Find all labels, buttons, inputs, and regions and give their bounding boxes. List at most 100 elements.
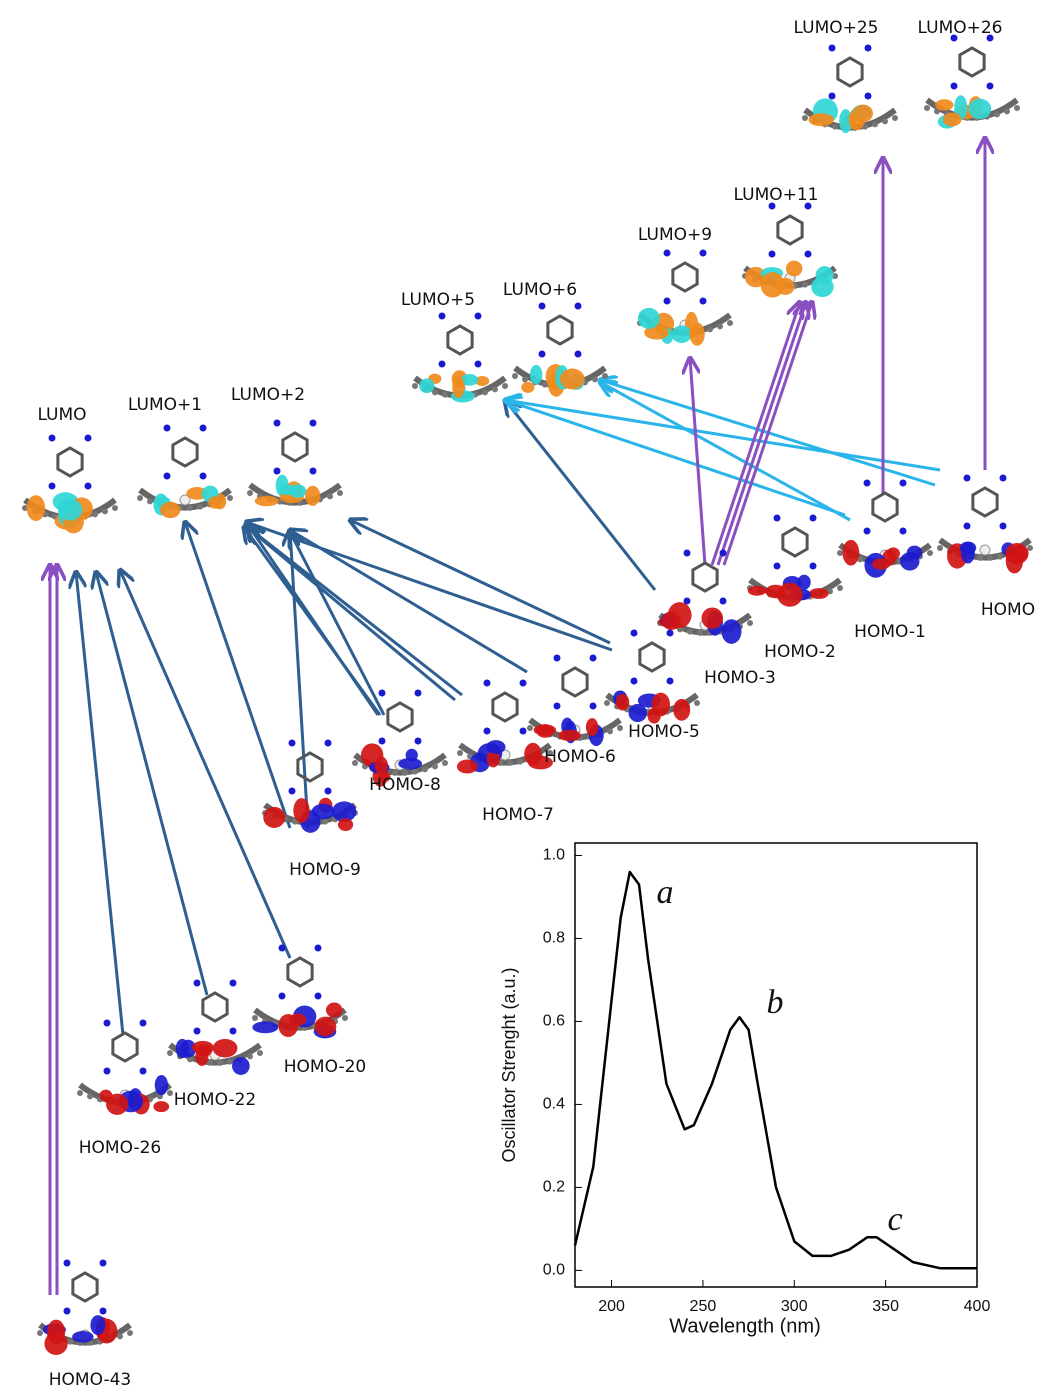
nitrogen-atom [310,468,317,475]
nitrogen-atom [164,473,171,480]
orbital-label: LUMO+2 [231,385,305,405]
nitrogen-atom [64,1308,71,1315]
atom [167,1090,173,1096]
atom [137,495,143,501]
atom [687,629,693,635]
orbital-lobe [907,546,922,560]
orbital-lobe [943,113,962,127]
transition-arrow [505,400,940,470]
nitrogen-atom [325,740,332,747]
orbital-lobe [106,1094,128,1115]
transition-arrow [245,525,462,695]
transition-arrow [246,522,612,650]
orbital-lobe [672,325,692,343]
atom [457,750,463,756]
orbital-lobe [305,486,320,506]
orbital-lobe [47,1320,65,1344]
transition-arrow [690,358,705,565]
plot-frame [575,843,977,1287]
atom [837,550,843,556]
nitrogen-atom [415,738,422,745]
nitrogen-atom [85,483,92,490]
orbital-lobe [842,540,859,566]
atom [727,320,733,326]
orbital-label: HOMO-1 [854,622,926,642]
nitrogen-atom [774,515,781,522]
atom [127,1330,133,1336]
benzene-ring [288,958,312,986]
benzene-ring [283,433,307,461]
orbital-lobe [808,113,833,126]
orbital-lobe [312,804,335,819]
orbital-lobe [375,756,388,774]
atom [872,121,878,127]
orbital-lobe [252,1021,278,1033]
atom [927,550,933,556]
orbital-lobe [289,1014,306,1026]
orbital-lobe [534,724,557,735]
nitrogen-atom [194,1028,201,1035]
atom [837,585,843,591]
nitrogen-atom [279,945,286,952]
atom [337,490,343,496]
nitrogen-atom [274,420,281,427]
atom [442,392,448,398]
nitrogen-atom [164,425,171,432]
transition-arrow [724,302,812,565]
benzene-ring [640,643,664,671]
nitrogen-atom [520,680,527,687]
nitrogen-atom [100,1308,107,1315]
benzene-ring [563,668,587,696]
x-tick-label: 350 [872,1298,899,1315]
orbital-label: HOMO-6 [544,747,616,767]
atom [1027,545,1033,551]
atom [527,725,533,731]
orbital-label: HOMO-9 [289,860,361,880]
atom [502,383,508,389]
orbital-lobe [155,1075,168,1095]
nitrogen-atom [475,361,482,368]
transition-arrow [505,400,655,590]
orbital-lobe [586,718,598,736]
y-tick-label: 1.0 [543,847,565,864]
orbital-lobe [809,588,829,599]
orbital-lobe [673,699,690,721]
orbital-lobe [721,619,741,644]
benzene-ring [388,703,412,731]
atom [37,1330,43,1336]
figure: LUMO+25LUMO+26LUMO+11LUMO+9LUMO+5LUMO+6L… [0,0,1043,1392]
nitrogen-atom [951,83,958,90]
atom [247,1053,253,1059]
orbital-lobe [338,818,353,831]
nitrogen-atom [439,313,446,320]
nitrogen-atom [805,251,812,258]
orbital-lobe [872,558,890,569]
nitrogen-atom [865,45,872,52]
orbital-lobe [263,807,285,828]
orbital-lobe [213,1039,238,1057]
y-tick-label: 0.4 [543,1096,565,1113]
nitrogen-atom [829,93,836,100]
nitrogen-atom [667,678,674,685]
nitrogen-atom [774,563,781,570]
orbital-label: HOMO-7 [482,805,554,825]
benzene-ring [113,1033,137,1061]
atom [507,760,513,766]
atom [522,376,528,382]
atom [432,763,438,769]
orbital-label: LUMO+9 [638,225,712,245]
atom [227,495,233,501]
atom [342,1015,348,1021]
atom [252,1015,258,1021]
benzene-ring [973,488,997,516]
orbital-lobe [90,1315,105,1335]
nitrogen-atom [230,980,237,987]
nitrogen-atom [140,1020,147,1027]
orbital-lobe [160,502,180,518]
atom [227,1059,233,1065]
orbital-label: LUMO+6 [503,280,577,300]
atom [802,282,808,288]
nitrogen-atom [289,788,296,795]
orbital-lobe [969,99,992,119]
transition-arrow [505,400,845,515]
